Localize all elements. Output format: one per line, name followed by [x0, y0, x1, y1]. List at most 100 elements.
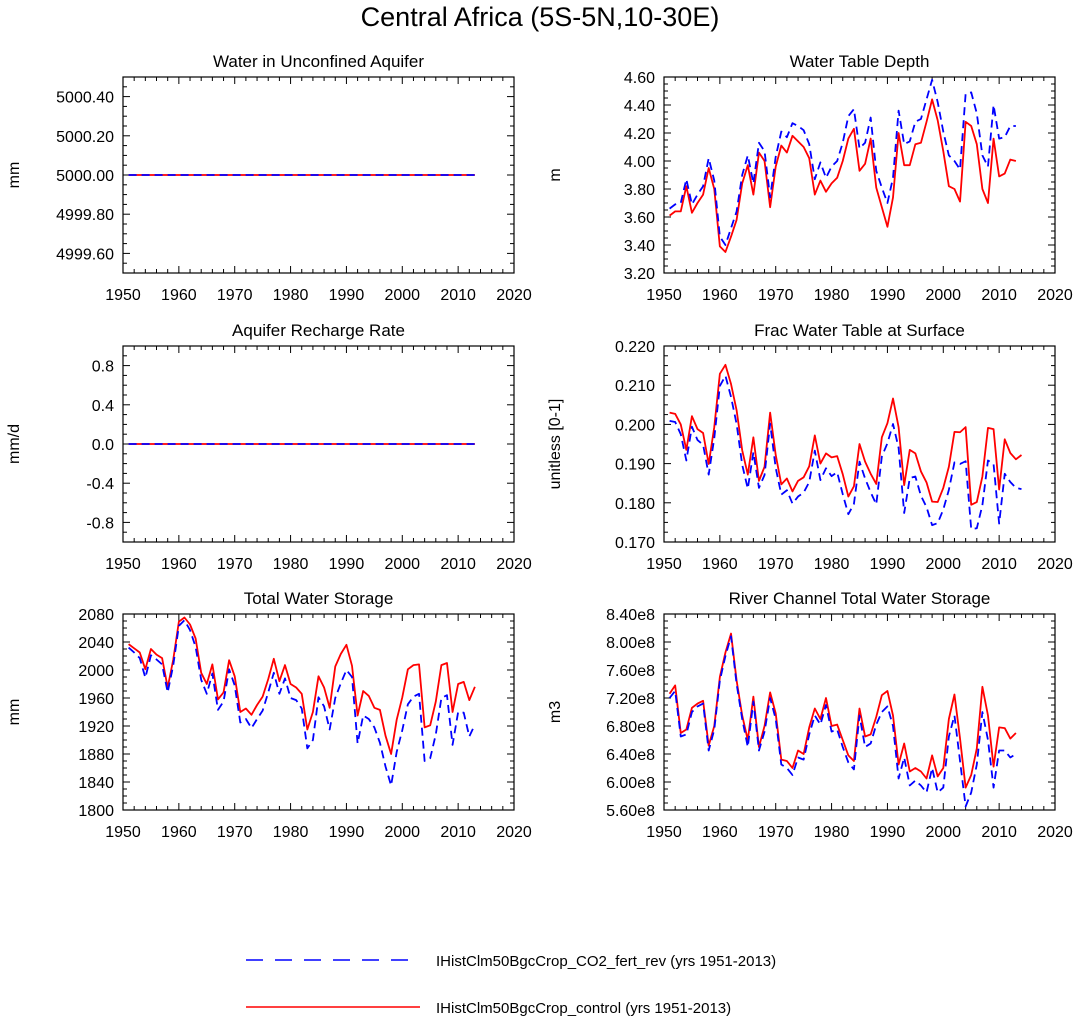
y-tick-label: 6.00e8	[606, 775, 655, 792]
x-tick-label: 1980	[814, 287, 850, 304]
y-tick-label: 2040	[78, 635, 114, 652]
y-tick-label: 0.220	[615, 339, 655, 356]
x-tick-label: 1960	[161, 824, 197, 841]
series-line-control	[128, 616, 476, 755]
y-tick-label: 8.00e8	[606, 635, 655, 652]
y-tick-label: 4.00	[624, 154, 655, 171]
x-tick-label: 1990	[870, 556, 906, 573]
x-tick-label: 1970	[758, 824, 794, 841]
x-tick-label: 2000	[925, 556, 961, 573]
y-tick-label: 3.20	[624, 266, 655, 283]
x-tick-label: 1960	[702, 824, 738, 841]
y-tick-label: 0.190	[615, 457, 655, 474]
y-tick-label: 5000.40	[56, 90, 114, 107]
y-tick-label: 7.20e8	[606, 691, 655, 708]
panel-title: Water Table Depth	[790, 52, 930, 71]
y-tick-label: 4.60	[624, 70, 655, 87]
y-tick-label: 2000	[78, 663, 114, 680]
panel-1: Water in Unconfined Aquifer mm 1950 1960 197…	[6, 52, 532, 304]
x-tick-label: 1980	[273, 824, 309, 841]
x-tick-label: 1980	[814, 556, 850, 573]
x-tick-label: 1990	[870, 287, 906, 304]
series-line-co2	[669, 78, 1016, 246]
y-tick-label: 0.200	[615, 417, 655, 434]
panel-title: River Channel Total Water Storage	[729, 589, 991, 608]
x-tick-label: 2000	[925, 287, 961, 304]
series-line-co2	[668, 635, 1017, 808]
y-tick-label: 1920	[78, 719, 114, 736]
plot-frame	[122, 613, 515, 811]
x-tick-label: 2010	[981, 556, 1017, 573]
x-tick-label: 1960	[702, 556, 738, 573]
y-axis-label: m	[547, 168, 564, 181]
x-tick-label: 1950	[105, 556, 141, 573]
y-tick-label: -0.8	[86, 515, 114, 532]
y-tick-label: 0.4	[92, 398, 114, 415]
panel-3: Aquifer Recharge Rate mm/d 1950 1960 1970 198…	[6, 321, 532, 573]
x-tick-label: 1960	[161, 287, 197, 304]
y-tick-label: 0.210	[615, 378, 655, 395]
x-tick-label: 1990	[329, 824, 365, 841]
y-tick-label: 8.40e8	[606, 607, 655, 624]
y-tick-label: 0.170	[615, 535, 655, 552]
panel-title: Aquifer Recharge Rate	[232, 321, 405, 340]
x-tick-label: 1950	[646, 556, 682, 573]
y-tick-label: -0.4	[86, 476, 114, 493]
panel-5: Total Water Storage mm 1950 1960 1970 1980 199…	[6, 589, 532, 841]
x-tick-label: 1980	[273, 556, 309, 573]
x-tick-label: 1950	[105, 287, 141, 304]
y-tick-label: 2080	[78, 607, 114, 624]
series-line-co2	[127, 619, 476, 787]
x-tick-label: 2020	[1037, 824, 1073, 841]
y-axis-label: mm	[6, 699, 23, 726]
y-tick-label: 5.60e8	[606, 803, 655, 820]
x-tick-label: 1970	[217, 824, 253, 841]
x-tick-label: 2020	[496, 287, 532, 304]
panel-title: Water in Unconfined Aquifer	[213, 52, 424, 71]
y-tick-label: 7.60e8	[606, 663, 655, 680]
series-line-control	[668, 632, 1017, 789]
x-tick-label: 1970	[217, 556, 253, 573]
x-tick-label: 2020	[496, 556, 532, 573]
x-tick-label: 1980	[273, 287, 309, 304]
y-tick-label: 3.80	[624, 182, 655, 199]
panel-title: Total Water Storage	[244, 589, 394, 608]
y-tick-label: 1960	[78, 691, 114, 708]
y-tick-label: 4.40	[624, 98, 655, 115]
y-tick-label: 6.40e8	[606, 747, 655, 764]
x-tick-label: 1970	[217, 287, 253, 304]
x-tick-label: 2000	[384, 556, 420, 573]
x-tick-label: 2010	[981, 824, 1017, 841]
x-tick-label: 2010	[981, 287, 1017, 304]
x-tick-label: 2020	[1037, 287, 1073, 304]
y-tick-label: 0.0	[92, 437, 114, 454]
x-tick-label: 2020	[1037, 556, 1073, 573]
x-tick-label: 1980	[814, 824, 850, 841]
y-tick-label: 6.80e8	[606, 719, 655, 736]
panel-6: River Channel Total Water Storage m3 1950 1…	[547, 589, 1073, 841]
y-tick-label: 4999.80	[56, 207, 114, 224]
y-tick-label: 3.40	[624, 238, 655, 255]
x-tick-label: 1990	[329, 287, 365, 304]
x-tick-label: 1960	[161, 556, 197, 573]
panel-4: Frac Water Table at Surface unitless [0-1…	[547, 321, 1073, 573]
x-tick-label: 2000	[384, 287, 420, 304]
x-tick-label: 2000	[384, 824, 420, 841]
x-tick-label: 2010	[440, 556, 476, 573]
x-tick-label: 1950	[646, 287, 682, 304]
x-tick-label: 1990	[870, 824, 906, 841]
figure-title: Central Africa (5S-5N,10-30E)	[361, 2, 720, 32]
y-tick-label: 4.20	[624, 126, 655, 143]
y-tick-label: 5000.00	[56, 168, 114, 185]
series-line-control	[669, 363, 1023, 506]
x-tick-label: 1990	[329, 556, 365, 573]
x-tick-label: 2000	[925, 824, 961, 841]
x-tick-label: 2010	[440, 824, 476, 841]
y-tick-label: 3.60	[624, 210, 655, 227]
chart-panels: Water in Unconfined Aquifer mm 1950 1960 197…	[6, 52, 1073, 841]
plot-frame	[663, 76, 1056, 274]
y-tick-label: 0.180	[615, 496, 655, 513]
legend: IHistClm50BgcCrop_CO2_fert_rev (yrs 1951…	[246, 953, 776, 1017]
x-tick-label: 1970	[758, 287, 794, 304]
y-tick-label: 1800	[78, 803, 114, 820]
